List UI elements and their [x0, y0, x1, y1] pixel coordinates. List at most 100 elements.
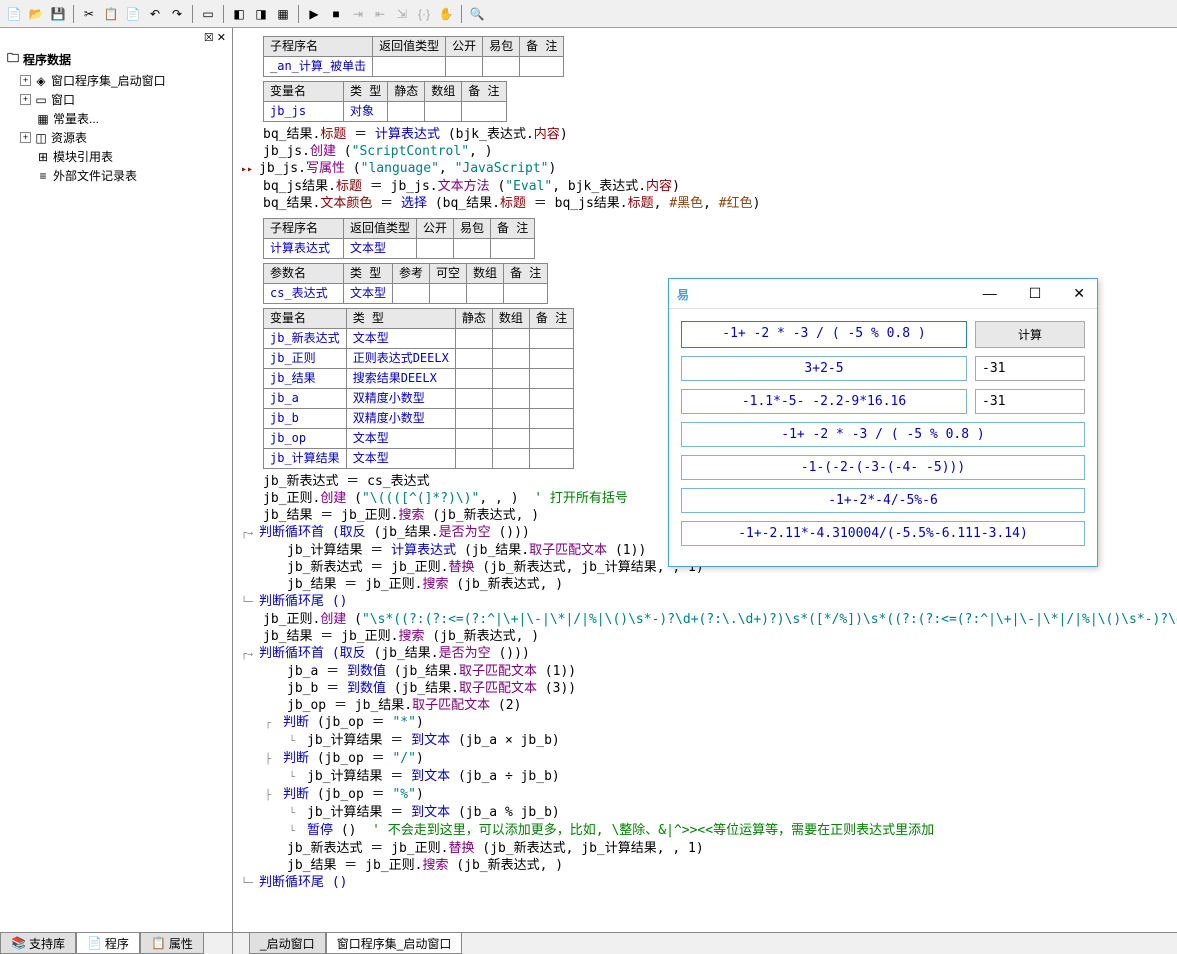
table-header: 公开 [446, 37, 483, 57]
table-cell [491, 239, 535, 259]
step3-icon[interactable]: ⇲ [392, 4, 412, 24]
tree-item[interactable]: +◫资源表 [6, 128, 226, 147]
editor-tab[interactable]: _启动窗口 [249, 933, 326, 954]
code-line: └暂停 () ' 不会走到这里，可以添加更多，比如, \整除、&|^>><<等位… [263, 822, 1169, 840]
tree-item-label: 外部文件记录表 [53, 167, 137, 184]
open-icon[interactable]: 📂 [26, 4, 46, 24]
step4-icon[interactable]: {·} [414, 4, 434, 24]
table-cell [425, 102, 462, 122]
tree-item[interactable]: +▭窗口 [6, 90, 226, 109]
minimize-icon[interactable]: — [973, 281, 1007, 306]
preset-expr-button[interactable]: -1+ -2 * -3 / ( -5 % 0.8 ) [681, 422, 1085, 447]
table-cell [388, 102, 425, 122]
calculate-button[interactable]: 计算 [975, 321, 1085, 348]
sidebar-tab[interactable]: 📚支持库 [0, 933, 76, 954]
code-line: └jb_计算结果 ＝ 到文本 (jb_a % jb_b) [263, 804, 1169, 822]
table-header: 类 型 [344, 82, 388, 102]
code-line: └─判断循环尾 () [263, 593, 1169, 611]
run-icon[interactable]: ▶ [304, 4, 324, 24]
preset-expr-button[interactable]: -1+-2.11*-4.310004/(-5.5%-6.111-3.14) [681, 521, 1085, 546]
save-icon[interactable]: 💾 [48, 4, 68, 24]
tree-item-label: 窗口程序集_启动窗口 [51, 72, 166, 89]
tree-item[interactable]: ▦常量表... [6, 109, 226, 128]
expand-icon[interactable]: + [20, 132, 31, 143]
table-cell: 对象 [344, 102, 388, 122]
expand-icon[interactable]: + [20, 75, 31, 86]
subroutine-table-2: 子程序名返回值类型公开易包备 注计算表达式文本型 [263, 218, 535, 259]
expand-icon[interactable]: + [20, 94, 31, 105]
doc-icon[interactable]: ▭ [198, 4, 218, 24]
table-header: 易包 [483, 37, 520, 57]
paste-icon[interactable]: 📄 [123, 4, 143, 24]
table-cell [455, 449, 492, 469]
code-line: jb_a ＝ 到数值 (jb_结果.取子匹配文本 (1)) [263, 663, 1169, 680]
panel1-icon[interactable]: ◧ [229, 4, 249, 24]
stop-icon[interactable]: ■ [326, 4, 346, 24]
tree-item-label: 常量表... [53, 110, 99, 127]
tree-item[interactable]: +◈窗口程序集_启动窗口 [6, 71, 226, 90]
window-titlebar[interactable]: 易 — ☐ ✕ [669, 279, 1097, 309]
table-cell [529, 449, 573, 469]
tree-item-label: 窗口 [51, 91, 75, 108]
code-line: └jb_计算结果 ＝ 到文本 (jb_a × jb_b) [263, 732, 1169, 750]
code-line: bq_js结果.标题 ＝ jb_js.文本方法 ("Eval", bjk_表达式… [263, 178, 1169, 195]
sidebar-tab[interactable]: 📋属性 [140, 933, 204, 954]
table-cell [455, 409, 492, 429]
tab-icon: 📋 [151, 936, 166, 950]
editor-tab[interactable]: 窗口程序集_启动窗口 [326, 933, 463, 954]
history-expr[interactable]: -1.1*-5- -2.2-9*16.16 [681, 389, 967, 414]
table-header: 子程序名 [264, 219, 344, 239]
table-cell: 文本型 [346, 329, 455, 349]
code-line: jb_新表达式 ＝ jb_正则.替换 (jb_新表达式, jb_计算结果, , … [263, 840, 1169, 857]
sidebar-tab[interactable]: 📄程序 [76, 933, 140, 954]
table-cell: cs_表达式 [264, 284, 344, 304]
table-cell [492, 429, 529, 449]
table-cell: 正则表达式DEELX [346, 349, 455, 369]
sidebar-close-icon[interactable]: ☒ ✕ [201, 31, 229, 44]
maximize-icon[interactable]: ☐ [1019, 281, 1052, 306]
cut-icon[interactable]: ✂ [79, 4, 99, 24]
panel2-icon[interactable]: ◨ [251, 4, 271, 24]
table-header: 变量名 [264, 82, 344, 102]
project-sidebar: ☒ ✕ 🗀 程序数据 +◈窗口程序集_启动窗口+▭窗口▦常量表...+◫资源表⊞… [0, 28, 233, 932]
redo-icon[interactable]: ↷ [167, 4, 187, 24]
table-cell [467, 284, 504, 304]
tree-node-icon: ▭ [34, 93, 48, 107]
code-line: bq_结果.标题 ＝ 计算表达式 (bjk_表达式.内容) [263, 126, 1169, 143]
history-expr[interactable]: 3+2-5 [681, 356, 967, 381]
table-cell [520, 57, 564, 77]
undo-icon[interactable]: ↶ [145, 4, 165, 24]
tree-root[interactable]: 🗀 程序数据 [6, 48, 226, 71]
copy-icon[interactable]: 📋 [101, 4, 121, 24]
table-cell [529, 389, 573, 409]
tree-item-label: 资源表 [51, 129, 87, 146]
expression-input[interactable]: -1+ -2 * -3 / ( -5 % 0.8 ) [681, 321, 967, 348]
tree-node-icon: ◈ [34, 74, 48, 88]
preset-expr-button[interactable]: -1-(-2-(-3-(-4- -5))) [681, 455, 1085, 480]
table-header: 变量名 [264, 309, 347, 329]
table-header: 静态 [455, 309, 492, 329]
tree-item[interactable]: ≡外部文件记录表 [6, 166, 226, 185]
table-cell [492, 369, 529, 389]
app-icon: 易 [677, 286, 693, 302]
close-icon[interactable]: ✕ [1063, 281, 1095, 306]
tree-item[interactable]: ⊞模块引用表 [6, 147, 226, 166]
preset-expr-button[interactable]: -1+-2*-4/-5%-6 [681, 488, 1085, 513]
step2-icon[interactable]: ⇤ [370, 4, 390, 24]
hand-icon[interactable]: ✋ [436, 4, 456, 24]
tree-node-icon: ⊞ [36, 150, 50, 164]
new-icon[interactable]: 📄 [4, 4, 24, 24]
table-header: 备 注 [529, 309, 573, 329]
table-cell [492, 449, 529, 469]
variable-table-2: 变量名类 型静态数组备 注jb_新表达式文本型jb_正则正则表达式DEELXjb… [263, 308, 574, 469]
table-header: 返回值类型 [373, 37, 446, 57]
step1-icon[interactable]: ⇥ [348, 4, 368, 24]
table-cell [446, 57, 483, 77]
table-cell: jb_b [264, 409, 347, 429]
table-cell: jb_结果 [264, 369, 347, 389]
bottom-tabs: 📚支持库📄程序📋属性 _启动窗口窗口程序集_启动窗口 [0, 932, 1177, 954]
panel3-icon[interactable]: ▦ [273, 4, 293, 24]
table-header: 类 型 [344, 264, 393, 284]
find-icon[interactable]: 🔍 [467, 4, 487, 24]
tree-node-icon: ◫ [34, 131, 48, 145]
